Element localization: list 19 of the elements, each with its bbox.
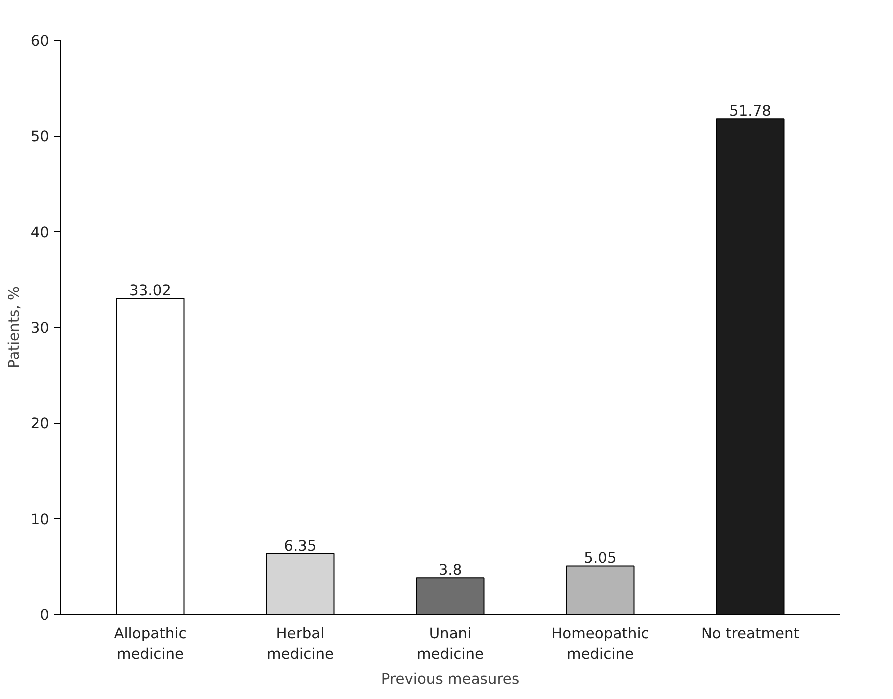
y-tick-label: 60 [30,33,50,50]
y-tick-label: 20 [30,416,50,433]
y-tick-label: 10 [30,511,50,528]
y-axis-title: Patients, % [6,286,23,368]
y-tick-label: 0 [40,607,50,624]
data-label: 33.02 [130,282,172,300]
data-label: 51.78 [730,103,772,120]
x-tick-label: Allopathic medicine [114,626,187,663]
y-tick-label: 30 [30,320,50,337]
x-tick-label: Herbal medicine [266,626,334,663]
x-tick-label: Homeopathic medicine [552,626,650,663]
y-tick-label: 40 [30,224,50,242]
data-label: 5.05 [584,550,617,568]
data-label: 6.35 [284,538,317,555]
data-label: 3.8 [438,562,462,580]
y-tick-label: 50 [30,128,50,146]
x-tick-label: No treatment [701,626,800,642]
x-axis-title: Previous measures [381,670,520,688]
x-tick-label: Unani medicine [416,626,484,663]
